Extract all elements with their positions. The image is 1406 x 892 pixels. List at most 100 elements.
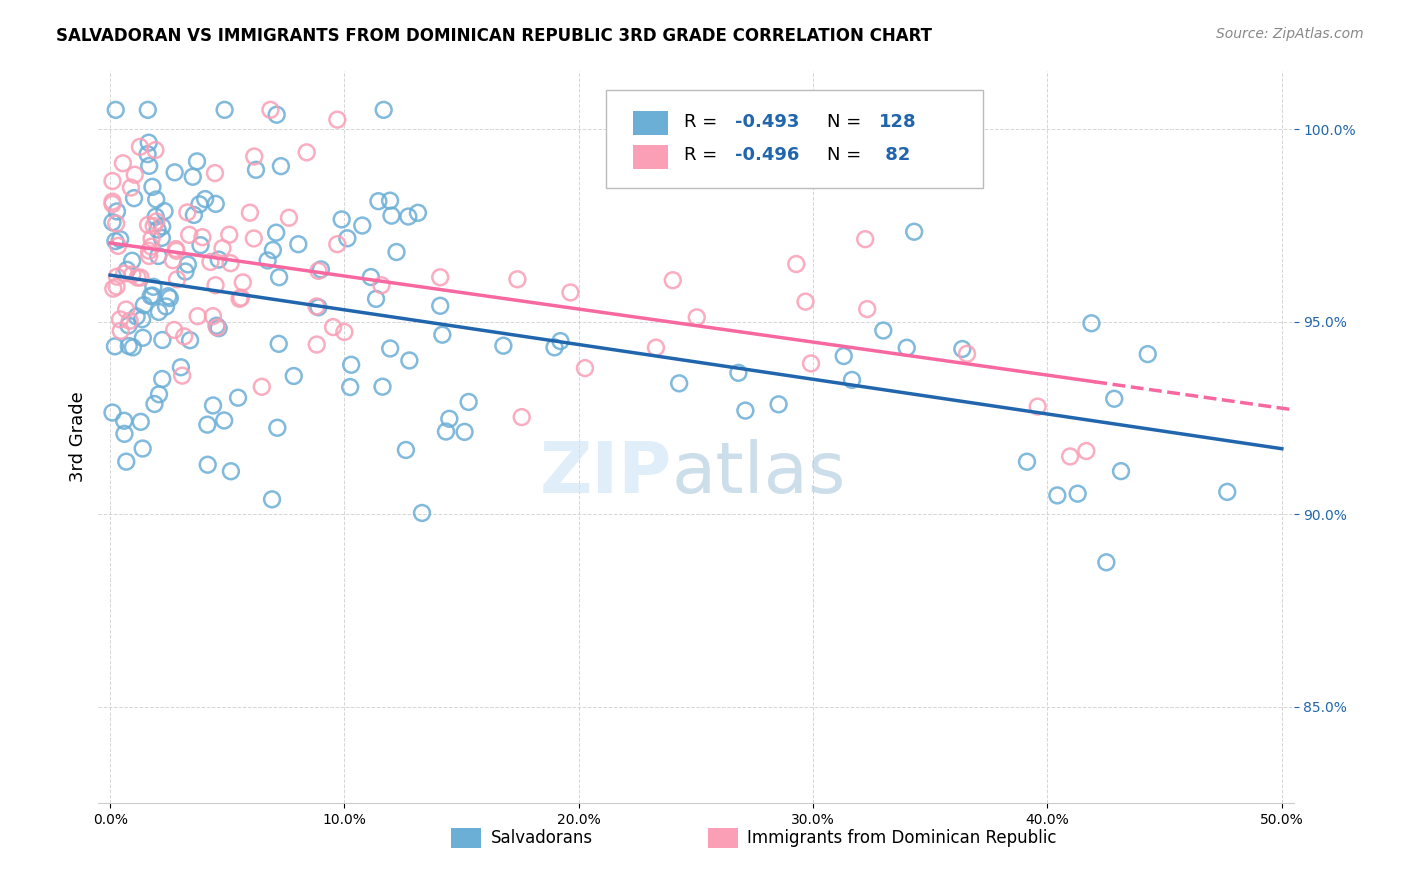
Point xyxy=(142,280,165,294)
Point xyxy=(262,243,284,257)
Point xyxy=(163,323,186,337)
Point xyxy=(108,232,131,246)
Point xyxy=(1109,464,1132,478)
Point xyxy=(122,191,145,205)
Point xyxy=(228,292,250,306)
Point xyxy=(194,192,217,206)
Text: ZIP: ZIP xyxy=(540,439,672,508)
Point xyxy=(211,241,233,255)
Point xyxy=(439,411,461,425)
Point xyxy=(145,214,167,228)
Point xyxy=(411,506,433,520)
Point xyxy=(202,399,225,413)
Point xyxy=(165,244,187,258)
Point xyxy=(232,276,254,290)
Point xyxy=(1102,392,1125,406)
Point xyxy=(872,324,894,338)
Point xyxy=(125,310,148,324)
Point xyxy=(768,397,790,411)
Point xyxy=(107,239,129,253)
Point xyxy=(117,318,139,333)
Point xyxy=(305,337,328,351)
Point xyxy=(219,464,242,478)
Point xyxy=(340,358,363,372)
Point xyxy=(245,162,267,177)
Point xyxy=(132,331,155,345)
Point xyxy=(163,165,186,179)
Point xyxy=(662,273,685,287)
Point xyxy=(1046,488,1069,502)
Point xyxy=(148,387,170,401)
Point xyxy=(148,249,170,263)
Point xyxy=(256,253,278,268)
Bar xyxy=(709,828,738,848)
Point xyxy=(204,278,226,293)
Point xyxy=(406,206,429,220)
Point xyxy=(103,282,125,296)
Point xyxy=(150,231,173,245)
Point xyxy=(950,342,973,356)
Point xyxy=(204,197,226,211)
Point xyxy=(307,301,329,315)
Point xyxy=(398,353,420,368)
Point xyxy=(141,288,163,302)
Point xyxy=(204,166,226,180)
Point xyxy=(380,209,402,223)
Point xyxy=(1076,444,1098,458)
Point xyxy=(510,410,533,425)
Point xyxy=(131,312,153,326)
Point xyxy=(183,208,205,222)
Point xyxy=(560,285,582,300)
Text: SALVADORAN VS IMMIGRANTS FROM DOMINICAN REPUBLIC 3RD GRADE CORRELATION CHART: SALVADORAN VS IMMIGRANTS FROM DOMINICAN … xyxy=(56,27,932,45)
Point xyxy=(142,219,165,233)
Point xyxy=(364,292,387,306)
Point xyxy=(903,225,925,239)
Text: Source: ZipAtlas.com: Source: ZipAtlas.com xyxy=(1216,27,1364,41)
Bar xyxy=(633,145,668,169)
Point xyxy=(326,112,349,127)
Point xyxy=(264,226,287,240)
Point xyxy=(111,156,134,170)
Point xyxy=(191,230,214,244)
Point xyxy=(360,270,382,285)
Point xyxy=(112,426,135,441)
Point xyxy=(190,238,212,252)
Point xyxy=(159,291,181,305)
Point xyxy=(101,174,124,188)
Point xyxy=(145,193,167,207)
Point xyxy=(208,252,231,267)
Point xyxy=(395,442,418,457)
Point xyxy=(179,333,201,347)
Point xyxy=(121,268,143,282)
Point xyxy=(1015,455,1038,469)
Text: 82: 82 xyxy=(879,146,910,164)
Point xyxy=(143,143,166,157)
Point xyxy=(380,342,402,356)
Point xyxy=(283,369,305,384)
Point xyxy=(226,391,249,405)
Point xyxy=(307,264,329,278)
Point xyxy=(309,262,332,277)
Point xyxy=(127,270,149,285)
Point xyxy=(201,309,224,323)
Text: R =: R = xyxy=(685,112,723,131)
FancyBboxPatch shape xyxy=(606,90,983,188)
Point xyxy=(270,159,292,173)
Point xyxy=(352,219,374,233)
Point xyxy=(153,204,176,219)
Point xyxy=(727,366,749,380)
Point xyxy=(200,255,222,269)
Point xyxy=(129,415,152,429)
Point xyxy=(305,300,328,314)
Point xyxy=(208,321,231,335)
Point xyxy=(115,302,138,317)
Point xyxy=(172,368,194,383)
Point xyxy=(179,227,201,242)
Point xyxy=(1095,555,1118,569)
Point xyxy=(138,244,160,258)
Point xyxy=(104,234,127,248)
Point xyxy=(188,197,211,211)
Point xyxy=(101,194,124,209)
Text: 128: 128 xyxy=(879,112,917,131)
Point xyxy=(132,298,155,312)
